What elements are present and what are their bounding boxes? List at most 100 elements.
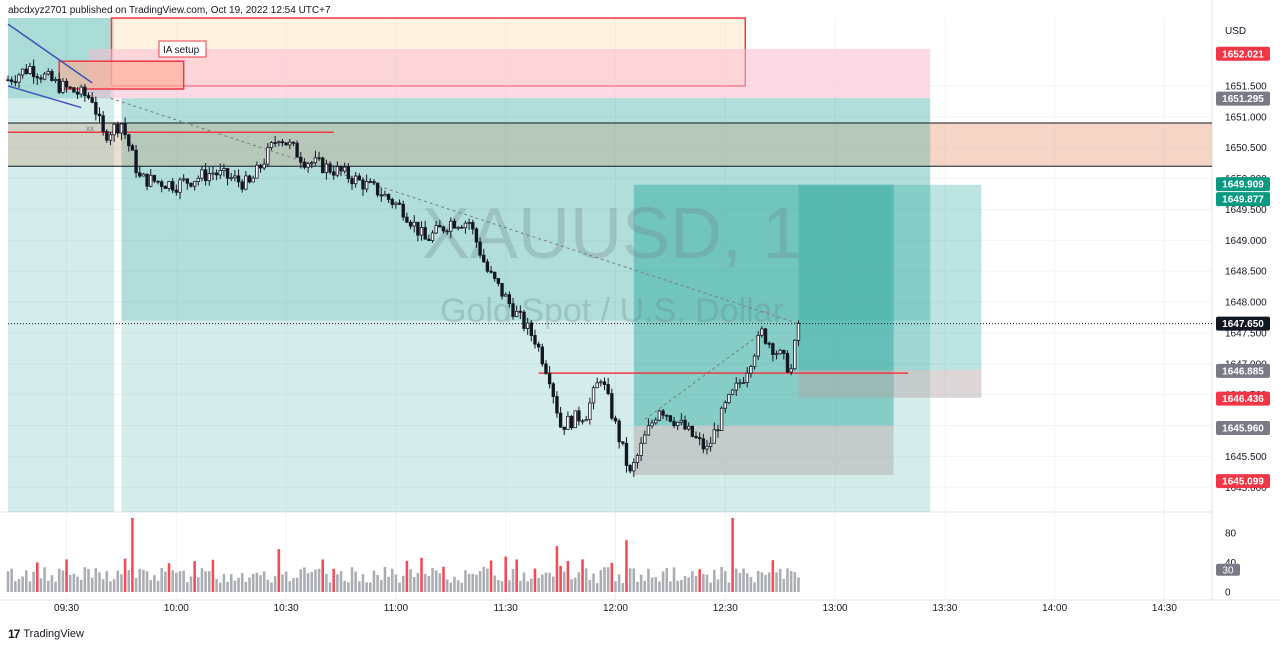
- volume-bar: [698, 569, 701, 592]
- candle-body: [701, 438, 705, 450]
- volume-bar: [369, 582, 372, 592]
- volume-bar: [50, 575, 54, 592]
- volume-bar: [486, 568, 489, 592]
- candle-body: [547, 372, 552, 385]
- main-target-zone: [121, 98, 931, 321]
- volume-bar: [636, 581, 639, 592]
- second-long-ext: [889, 184, 982, 370]
- dashed-projection: [110, 97, 799, 325]
- volume-bar: [610, 562, 614, 592]
- volume-bar: [68, 574, 72, 592]
- candle-body: [676, 421, 680, 427]
- volume-bar: [731, 518, 734, 592]
- candle-body: [339, 166, 343, 172]
- candle-body: [145, 173, 149, 187]
- volume-bar: [405, 560, 409, 592]
- volume-bar: [797, 577, 800, 592]
- dashed-rally: [644, 332, 763, 420]
- setup-label: IA setup: [163, 45, 200, 56]
- volume-bar: [394, 574, 398, 592]
- candle-body: [156, 180, 160, 183]
- volume-bar: [456, 580, 460, 592]
- watermark-description: Gold Spot / U.S. Dollar: [440, 292, 784, 330]
- volume-bar: [489, 560, 493, 592]
- volume-bar: [142, 569, 145, 592]
- publisher-header: abcdxyz2701 published on TradingView.com…: [8, 5, 331, 16]
- volume-bar: [771, 560, 775, 592]
- volume-bar: [548, 572, 551, 592]
- candle-body: [233, 175, 237, 179]
- candle-body: [624, 442, 629, 466]
- volume-bar: [281, 574, 284, 592]
- volume-bar: [193, 561, 196, 592]
- watermark-symbol: XAUUSD, 1: [422, 194, 802, 274]
- volume-bar: [112, 579, 116, 592]
- candle-body: [79, 86, 83, 95]
- candle-body: [456, 226, 460, 229]
- price-label-box: [1216, 363, 1270, 378]
- price-label: 1645.099: [1222, 477, 1264, 488]
- price-label: 1651.295: [1222, 94, 1264, 105]
- volume-bar: [156, 580, 160, 592]
- volume-bar: [661, 571, 665, 592]
- candle-body: [189, 182, 193, 187]
- candle-body: [536, 343, 541, 348]
- candle-body: [412, 221, 416, 227]
- candle-body: [72, 87, 76, 93]
- volume-bar: [314, 569, 317, 592]
- candle-body: [657, 410, 662, 421]
- volume-bar: [365, 582, 368, 592]
- volume-bar: [442, 566, 445, 592]
- candle-body: [105, 131, 109, 141]
- volume-bar: [650, 577, 654, 592]
- candle-body: [61, 80, 65, 93]
- candle-body: [749, 366, 753, 374]
- candle-body: [174, 189, 179, 193]
- volume-tick: 40: [1225, 558, 1237, 569]
- candle-body: [57, 78, 61, 93]
- candle-body: [650, 422, 654, 427]
- volume-bar: [54, 581, 57, 592]
- candle-body: [383, 194, 387, 197]
- candle-body: [160, 181, 164, 187]
- candle-body: [39, 77, 43, 80]
- setup-label-box[interactable]: [158, 40, 207, 58]
- candle-body: [20, 68, 25, 76]
- volume-bar: [584, 568, 588, 592]
- left-long-zone: [8, 18, 115, 512]
- trendline-lower: [7, 85, 82, 109]
- volume-bar: [412, 577, 416, 592]
- volume-bar: [350, 567, 354, 592]
- volume-bar: [745, 573, 749, 592]
- candle-body: [778, 349, 782, 355]
- volume-bar: [687, 577, 690, 592]
- candle-body: [313, 157, 318, 164]
- candle-body: [643, 434, 647, 444]
- price-label-box: [1216, 421, 1270, 436]
- volume-bar: [427, 575, 431, 592]
- candle-body: [17, 74, 21, 83]
- candle-body: [617, 420, 621, 443]
- time-tick: 14:00: [1042, 603, 1067, 614]
- candle-body: [602, 381, 607, 385]
- volume-bar: [244, 582, 248, 592]
- volume-bar: [478, 571, 482, 592]
- candle-body: [628, 465, 632, 472]
- volume-bar: [138, 568, 142, 592]
- volume-bar: [467, 573, 471, 592]
- candle-body: [763, 328, 768, 344]
- candle-body: [727, 393, 731, 404]
- volume-bar: [248, 577, 251, 592]
- candle-body: [116, 123, 120, 134]
- volume-bar: [226, 581, 229, 592]
- candle-body: [317, 157, 321, 160]
- candle-body: [687, 425, 691, 430]
- volume-bar: [200, 568, 204, 592]
- candle-body: [474, 228, 479, 243]
- candle-body: [423, 227, 427, 240]
- candle-body: [610, 393, 614, 419]
- candle-body: [401, 203, 405, 218]
- second-stop-zone: [798, 369, 982, 398]
- volume-bar: [83, 567, 87, 592]
